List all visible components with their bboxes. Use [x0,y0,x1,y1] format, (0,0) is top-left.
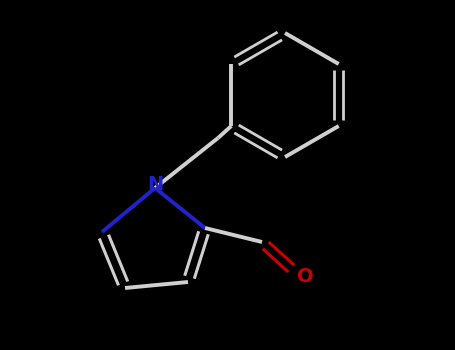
Text: O: O [297,266,313,286]
Text: N: N [147,175,163,194]
